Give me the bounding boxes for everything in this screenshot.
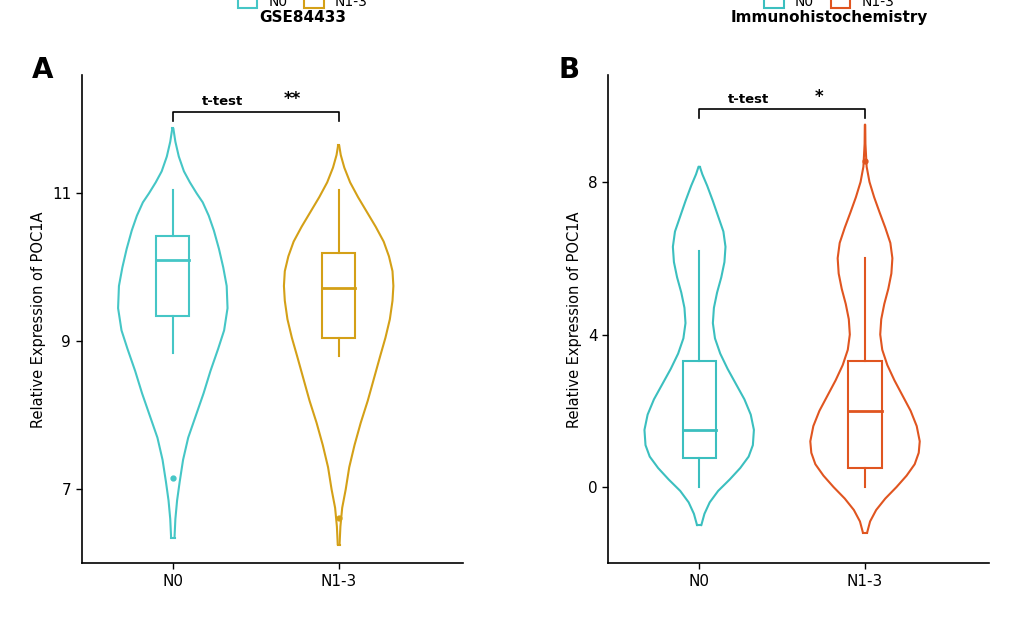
Y-axis label: Relative Expression of POC1A: Relative Expression of POC1A — [32, 211, 46, 428]
Bar — [322, 253, 355, 338]
Bar — [156, 237, 190, 316]
Text: t-test: t-test — [202, 95, 243, 108]
Text: *: * — [813, 88, 822, 106]
Legend: N0, N1-3: N0, N1-3 — [763, 0, 894, 9]
Y-axis label: Relative Expression of POC1A: Relative Expression of POC1A — [567, 211, 582, 428]
Title: Immunohistochemistry: Immunohistochemistry — [730, 11, 927, 25]
Text: A: A — [32, 56, 53, 84]
Text: t-test: t-test — [728, 93, 768, 106]
Bar — [682, 361, 715, 458]
Bar — [848, 361, 880, 468]
Text: **: ** — [283, 90, 301, 108]
Title: GSE84433: GSE84433 — [259, 11, 346, 25]
Legend: N0, N1-3: N0, N1-3 — [237, 0, 368, 9]
Text: B: B — [557, 56, 579, 84]
